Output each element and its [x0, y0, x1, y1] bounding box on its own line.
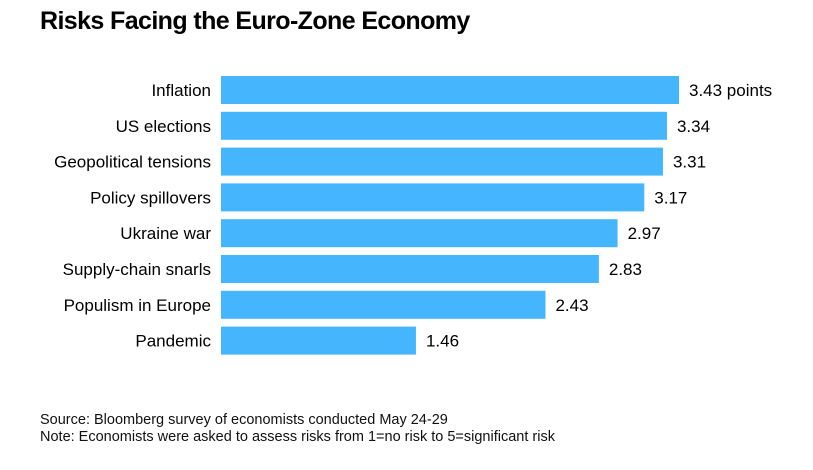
bar-6: [221, 290, 546, 319]
category-label: Ukraine war: [120, 224, 211, 243]
value-label: 2.43: [555, 296, 588, 315]
value-label: 3.17: [654, 188, 687, 207]
category-label: Policy spillovers: [90, 188, 211, 207]
bar-4: [221, 219, 618, 248]
chart-footer: Source: Bloomberg survey of economists c…: [40, 412, 555, 446]
value-label: 1.46: [426, 332, 459, 351]
bar-0: [221, 76, 679, 104]
category-label: Pandemic: [135, 332, 211, 351]
source-note: Source: Bloomberg survey of economists c…: [40, 412, 448, 428]
bar-3: [221, 183, 645, 212]
category-label: US elections: [116, 117, 211, 136]
category-label: Supply-chain snarls: [63, 260, 211, 279]
value-label: 2.83: [609, 260, 642, 279]
value-label: 3.34: [677, 117, 710, 136]
bar-1: [221, 111, 667, 140]
bar-2: [221, 147, 663, 176]
category-label: Geopolitical tensions: [54, 153, 211, 172]
value-label: 3.43 points: [689, 81, 772, 100]
category-label: Populism in Europe: [64, 296, 211, 315]
bar-5: [221, 255, 599, 283]
category-label: Inflation: [151, 81, 211, 100]
bar-7: [221, 326, 416, 355]
value-label: 3.31: [673, 153, 706, 172]
value-label: 2.97: [628, 224, 661, 243]
methodology-note: Note: Economists were asked to assess ri…: [40, 429, 555, 445]
chart-title: Risks Facing the Euro-Zone Economy: [40, 7, 470, 35]
